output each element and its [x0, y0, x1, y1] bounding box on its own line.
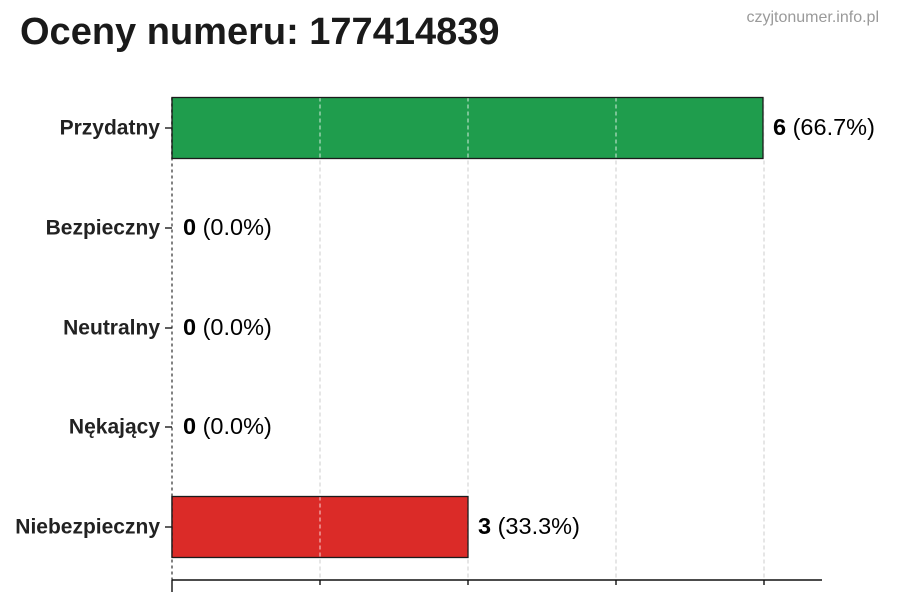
svg-text:Bezpieczny: Bezpieczny	[46, 217, 161, 240]
svg-text:0 (0.0%): 0 (0.0%)	[183, 413, 272, 439]
svg-text:Przydatny: Przydatny	[60, 117, 161, 140]
svg-text:Neutralny: Neutralny	[63, 317, 160, 340]
svg-text:0 (0.0%): 0 (0.0%)	[183, 314, 272, 340]
svg-text:0 (0.0%): 0 (0.0%)	[183, 214, 272, 240]
svg-text:6 (66.7%): 6 (66.7%)	[773, 114, 875, 140]
svg-text:Niebezpieczny: Niebezpieczny	[15, 516, 160, 539]
svg-text:3 (33.3%): 3 (33.3%)	[478, 513, 580, 539]
svg-text:Nękający: Nękający	[69, 416, 160, 439]
